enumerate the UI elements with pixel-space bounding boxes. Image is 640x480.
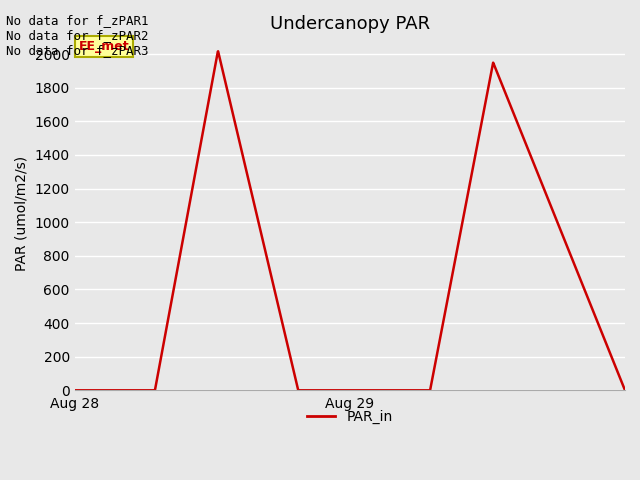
- Y-axis label: PAR (umol/m2/s): PAR (umol/m2/s): [15, 156, 29, 271]
- Title: Undercanopy PAR: Undercanopy PAR: [270, 15, 430, 33]
- Legend: PAR_in: PAR_in: [301, 404, 398, 429]
- Text: EE_met: EE_met: [79, 40, 129, 53]
- Text: No data for f_zPAR1
No data for f_zPAR2
No data for f_zPAR3: No data for f_zPAR1 No data for f_zPAR2 …: [6, 14, 149, 58]
